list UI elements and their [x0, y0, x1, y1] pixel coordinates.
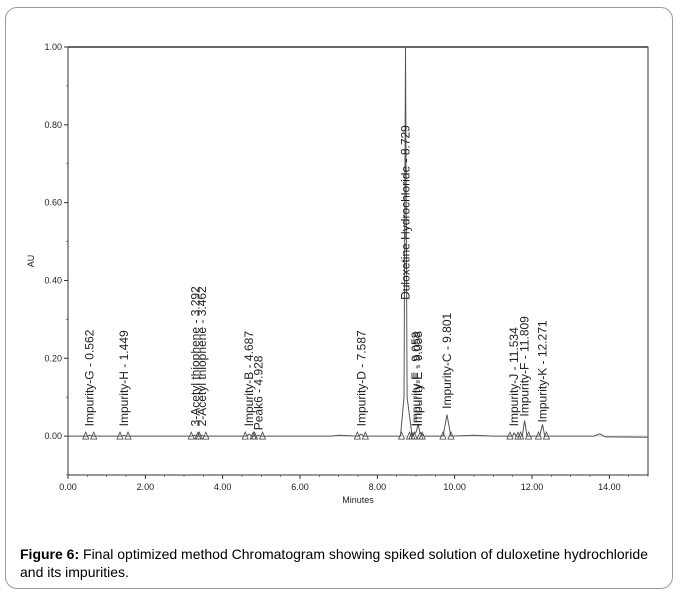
figure-caption: Figure 6: Final optimized method Chromat… [20, 545, 660, 581]
x-tick-label: 12.00 [521, 482, 544, 492]
peak-label: Peak6 - 4.928 [252, 355, 266, 430]
y-tick-label: 0.20 [44, 353, 62, 363]
caption-text: Final optimized method Chromatogram show… [20, 546, 648, 580]
x-tick-label: 10.00 [443, 482, 466, 492]
y-tick-label: 0.00 [44, 431, 62, 441]
chromatogram-chart: 0.00 2.00 4.00 6.00 8.00 10.00 12.00 14.00 0.00 0… [0, 0, 681, 540]
peak-label: Impurity-H - 1.449 [117, 330, 131, 426]
caption-label: Figure 6: [20, 546, 79, 562]
x-axis-label: Minutes [342, 495, 374, 505]
x-tick-label: 8.00 [369, 482, 387, 492]
ticks: 0.00 2.00 4.00 6.00 8.00 10.00 12.00 14.00 0.00 0… [44, 42, 648, 492]
x-tick-label: 0.00 [59, 482, 77, 492]
peak-labels: Impurity-G - 0.562 Impurity-H - 1.449 3-Ac… [83, 125, 550, 430]
x-tick-label: 2.00 [137, 482, 155, 492]
y-tick-label: 1.00 [44, 42, 62, 52]
peak-label: Impurity-G - 0.562 [83, 329, 97, 426]
peak-label: Duloxetine Hydrochloride - 8.729 [399, 125, 413, 300]
peak-label: Impurity-C - 9.801 [440, 312, 454, 408]
peak-label: Impurity-F - 9.058 [409, 331, 423, 426]
peak-marker-triangle [399, 432, 405, 439]
peak-marker-triangle [203, 432, 209, 439]
peak-label: 2-Acetyl thiophene - 3.462 [195, 286, 209, 426]
x-tick-label: 14.00 [598, 482, 621, 492]
y-tick-label: 0.40 [44, 275, 62, 285]
x-tick-label: 4.00 [214, 482, 232, 492]
peak-marker-triangle [507, 432, 513, 439]
peak-label: Impurity-K - 12.271 [535, 320, 549, 422]
y-tick-label: 0.60 [44, 198, 62, 208]
y-tick-label: 0.80 [44, 120, 62, 130]
y-axis-label: AU [26, 255, 36, 268]
x-tick-label: 6.00 [291, 482, 309, 492]
peak-label: Impurity-D - 7.587 [354, 330, 368, 426]
peak-label: Impurity-F - 11.809 [518, 316, 532, 417]
